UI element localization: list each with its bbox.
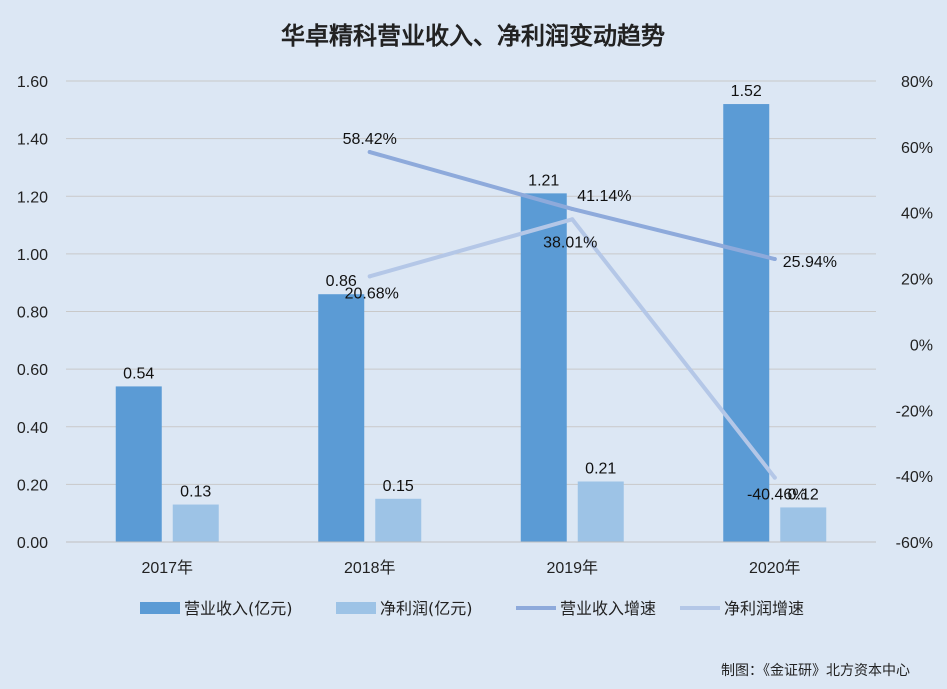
bar: [520, 193, 567, 542]
bar: [318, 294, 365, 542]
y-left-tick-label: 0.60: [17, 362, 48, 379]
legend-swatch: [336, 602, 376, 614]
axes: 0.00 0.20 0.40 0.60 0.80 1.00 1.20 1.40 1.60 -60%…: [17, 74, 933, 577]
line-value-label: 25.94%: [783, 254, 837, 271]
legend-label: 营业收入增速: [560, 599, 656, 618]
y-left-tick-label: 1.00: [17, 247, 48, 264]
y-left-tick-label: 0.00: [17, 535, 48, 552]
line-value-label: 20.68%: [345, 285, 399, 302]
credit-text: 制图：《金证研》北方资本中心: [721, 663, 910, 679]
y-left-tick-label: 0.40: [17, 420, 48, 437]
line-series: [367, 150, 777, 480]
bar-series: [115, 104, 827, 543]
y-right-tick-label: -20%: [896, 403, 933, 420]
bar-value-label: 1.52: [731, 83, 762, 100]
y-left-tick-label: 0.80: [17, 305, 48, 322]
bar-value-label: 0.15: [383, 478, 414, 495]
y-right-tick-label: 0%: [910, 337, 933, 354]
legend-item: 净利润(亿元): [336, 599, 473, 618]
legend-item: 净利润增速: [680, 599, 804, 618]
bar: [780, 507, 827, 542]
bar-value-label: 0.21: [585, 460, 616, 477]
legend-swatch: [140, 602, 180, 614]
legend-label: 净利润(亿元): [380, 599, 473, 618]
y-left-tick-label: 1.60: [17, 74, 48, 91]
line-point: [570, 206, 575, 211]
line-point: [367, 274, 372, 279]
y-right-tick-label: 40%: [901, 206, 933, 223]
line-value-label: -40.46%: [747, 487, 807, 504]
bar: [577, 481, 624, 542]
bar: [115, 386, 162, 542]
data-labels: 0.54 0.86 1.21 1.52 0.13 0.15 0.21 0.12 58.42% 41…: [123, 83, 837, 504]
x-tick-label: 2017年: [141, 559, 193, 577]
bar-value-label: 0.54: [123, 365, 154, 382]
chart-title: 华卓精科营业收入、净利润变动趋势: [281, 22, 665, 50]
x-tick-label: 2019年: [546, 559, 598, 577]
line-value-label: 41.14%: [577, 188, 631, 205]
line-series-path: [367, 217, 777, 480]
y-left-tick-label: 1.20: [17, 189, 48, 206]
line-point: [772, 257, 777, 262]
y-right-tick-label: 60%: [901, 140, 933, 157]
line-point: [367, 150, 372, 155]
gridlines: [66, 80, 876, 485]
legend-item: 营业收入增速: [516, 599, 656, 618]
line-point: [772, 475, 777, 480]
legend-label: 营业收入(亿元): [184, 599, 293, 618]
y-right-tick-label: 20%: [901, 272, 933, 289]
bar: [172, 504, 219, 542]
bar-value-label: 0.13: [180, 484, 211, 501]
y-left-tick-label: 0.20: [17, 477, 48, 494]
legend-label: 净利润增速: [724, 599, 804, 618]
bar-value-label: 0.86: [326, 273, 357, 290]
legend-item: 营业收入(亿元): [140, 599, 293, 618]
bar: [375, 498, 422, 542]
y-left-tick-label: 1.40: [17, 132, 48, 149]
bar-value-label: 1.21: [528, 172, 559, 189]
y-right-tick-label: -40%: [896, 469, 933, 486]
bar: [723, 104, 770, 543]
line-value-label: 58.42%: [343, 131, 397, 148]
y-right-tick-label: 80%: [901, 74, 933, 91]
line-point: [570, 217, 575, 222]
line-value-label: 38.01%: [543, 234, 597, 251]
y-right-tick-label: -60%: [896, 535, 933, 552]
x-tick-label: 2020年: [749, 559, 801, 577]
bar-value-label: 0.12: [788, 486, 819, 503]
x-tick-label: 2018年: [344, 559, 396, 577]
legend: 营业收入(亿元) 净利润(亿元) 营业收入增速 净利润增速: [140, 599, 804, 618]
